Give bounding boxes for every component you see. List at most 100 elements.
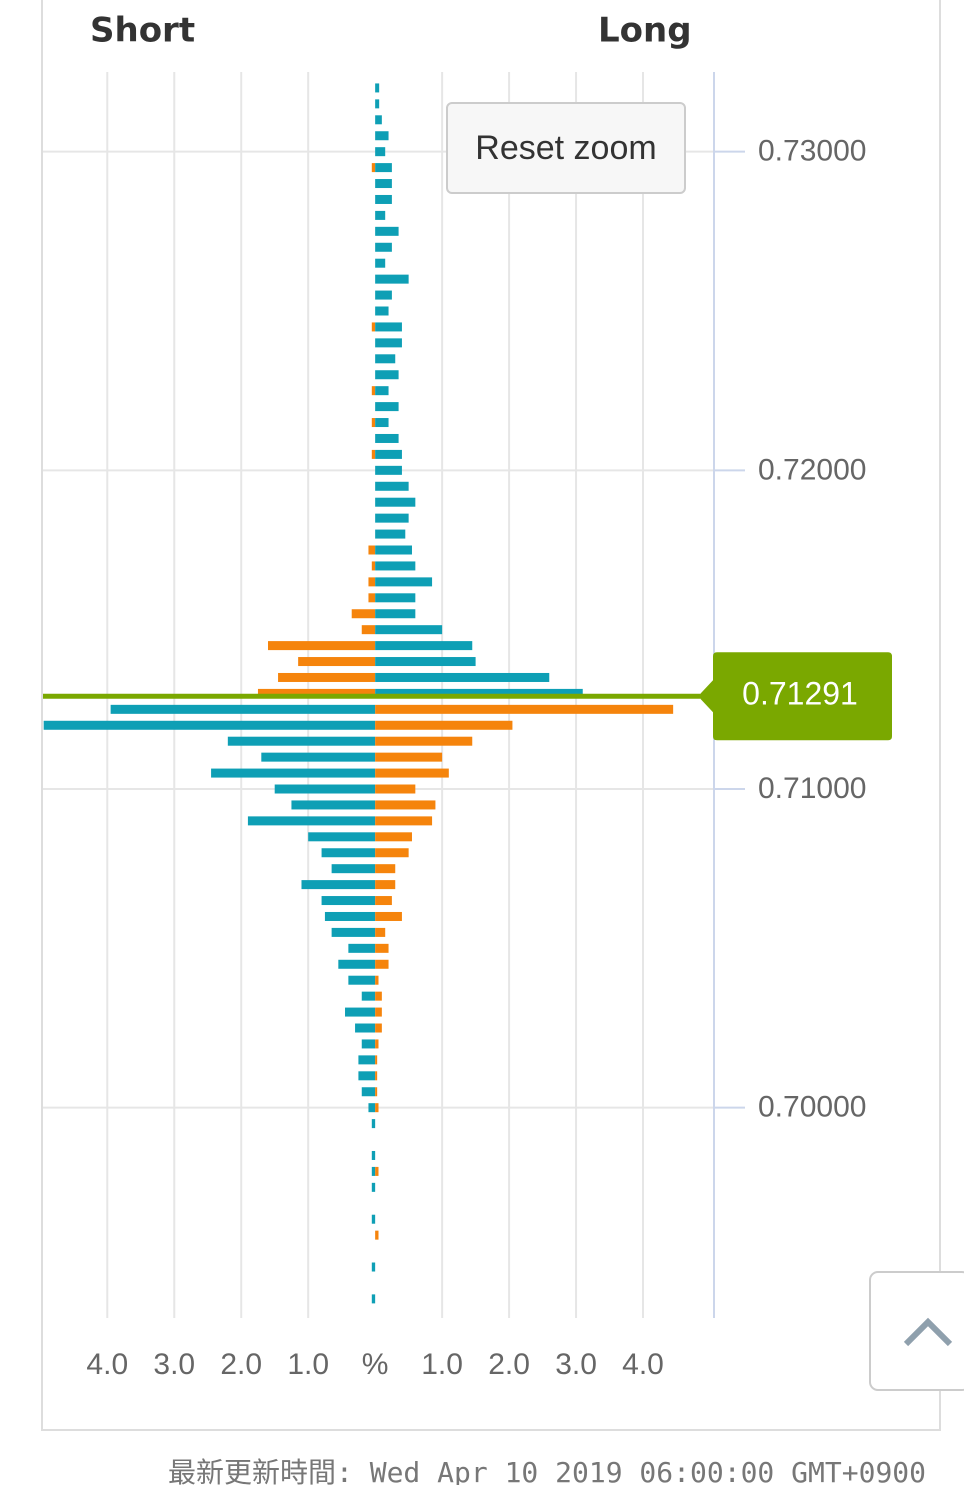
bar [375,83,380,93]
bar [375,115,382,125]
bar [375,402,399,412]
y-tick-label: 0.73000 [758,135,866,168]
bar [371,322,376,332]
bar [375,1103,379,1113]
bar [375,1166,379,1176]
bar [110,704,376,714]
bar [375,194,392,204]
bar [375,179,392,189]
bar [375,688,583,698]
bar [298,657,376,667]
bar [358,1071,376,1081]
bar [371,1262,376,1272]
bar [375,258,386,268]
current-price: 0.71291 [43,652,892,741]
x-tick-label: 4.0 [86,1348,128,1381]
y-tick-label: 0.72000 [758,453,866,486]
bar [375,465,402,475]
bar [375,529,406,539]
bar [371,1182,376,1192]
reset-zoom-box[interactable] [446,102,686,194]
y-tick-label: 0.70000 [758,1091,866,1124]
bar [375,609,416,619]
bar [278,672,376,682]
bar [345,1007,376,1017]
bar [375,593,416,603]
bar [375,864,396,874]
bar [375,163,392,173]
bar [375,433,399,443]
bar [375,625,443,635]
bar [375,545,412,555]
bar [227,736,376,746]
bar [375,274,409,284]
bar [375,800,436,810]
short-header: Short [90,11,195,51]
bar [375,720,513,730]
x-tick-label: 3.0 [555,1348,597,1381]
bar [371,1150,376,1160]
bar [351,609,376,619]
reset-zoom-label[interactable]: Reset zoom [475,129,656,167]
bar [375,832,412,842]
bar [375,306,389,316]
bar [371,418,376,428]
bar [261,752,376,762]
bar [375,641,473,651]
bar [324,911,376,921]
bar [371,1119,376,1129]
bar [375,481,409,491]
bar [368,577,376,587]
bar [375,752,443,762]
bar [375,927,386,937]
bar [375,736,473,746]
scroll-top-icon[interactable] [903,1317,953,1347]
bar [375,577,433,587]
bar [371,1294,376,1304]
bar [361,991,376,1001]
bar [375,1071,378,1081]
bar [268,641,376,651]
bar [371,1214,376,1224]
bar [321,896,376,906]
bar [247,816,376,826]
bar [375,354,396,364]
bar [375,513,409,523]
bar [375,1023,382,1033]
bar [375,943,389,953]
bar [375,210,386,220]
bar [375,880,396,890]
bar [375,1055,378,1065]
bar [355,1023,376,1033]
bar [274,784,376,794]
bar [257,688,376,698]
bar [375,975,379,985]
bar [375,1230,379,1240]
bar [375,768,449,778]
bar [358,1055,376,1065]
bar [375,911,402,921]
x-tick-label: % [362,1348,389,1381]
bar [375,704,674,714]
bar [375,1039,379,1049]
bar [291,800,376,810]
bar [331,927,376,937]
bar [361,625,376,635]
bar [371,1166,376,1176]
footer: 最新更新時間: Wed Apr 10 2019 06:00:00 GMT+090… [168,1456,926,1485]
bar [375,449,402,459]
scroll-top-button[interactable] [869,1271,964,1391]
x-tick-label: 1.0 [421,1348,463,1381]
bar [321,848,376,858]
bar [375,896,392,906]
bar [348,943,376,953]
reset-zoom-button[interactable]: Reset zoom [446,102,686,194]
bar [375,561,416,571]
bar [331,864,376,874]
bar [361,1087,376,1097]
current-price-label: 0.71291 [742,676,858,712]
bar [375,991,382,1001]
bar [375,672,550,682]
bar [375,657,476,667]
